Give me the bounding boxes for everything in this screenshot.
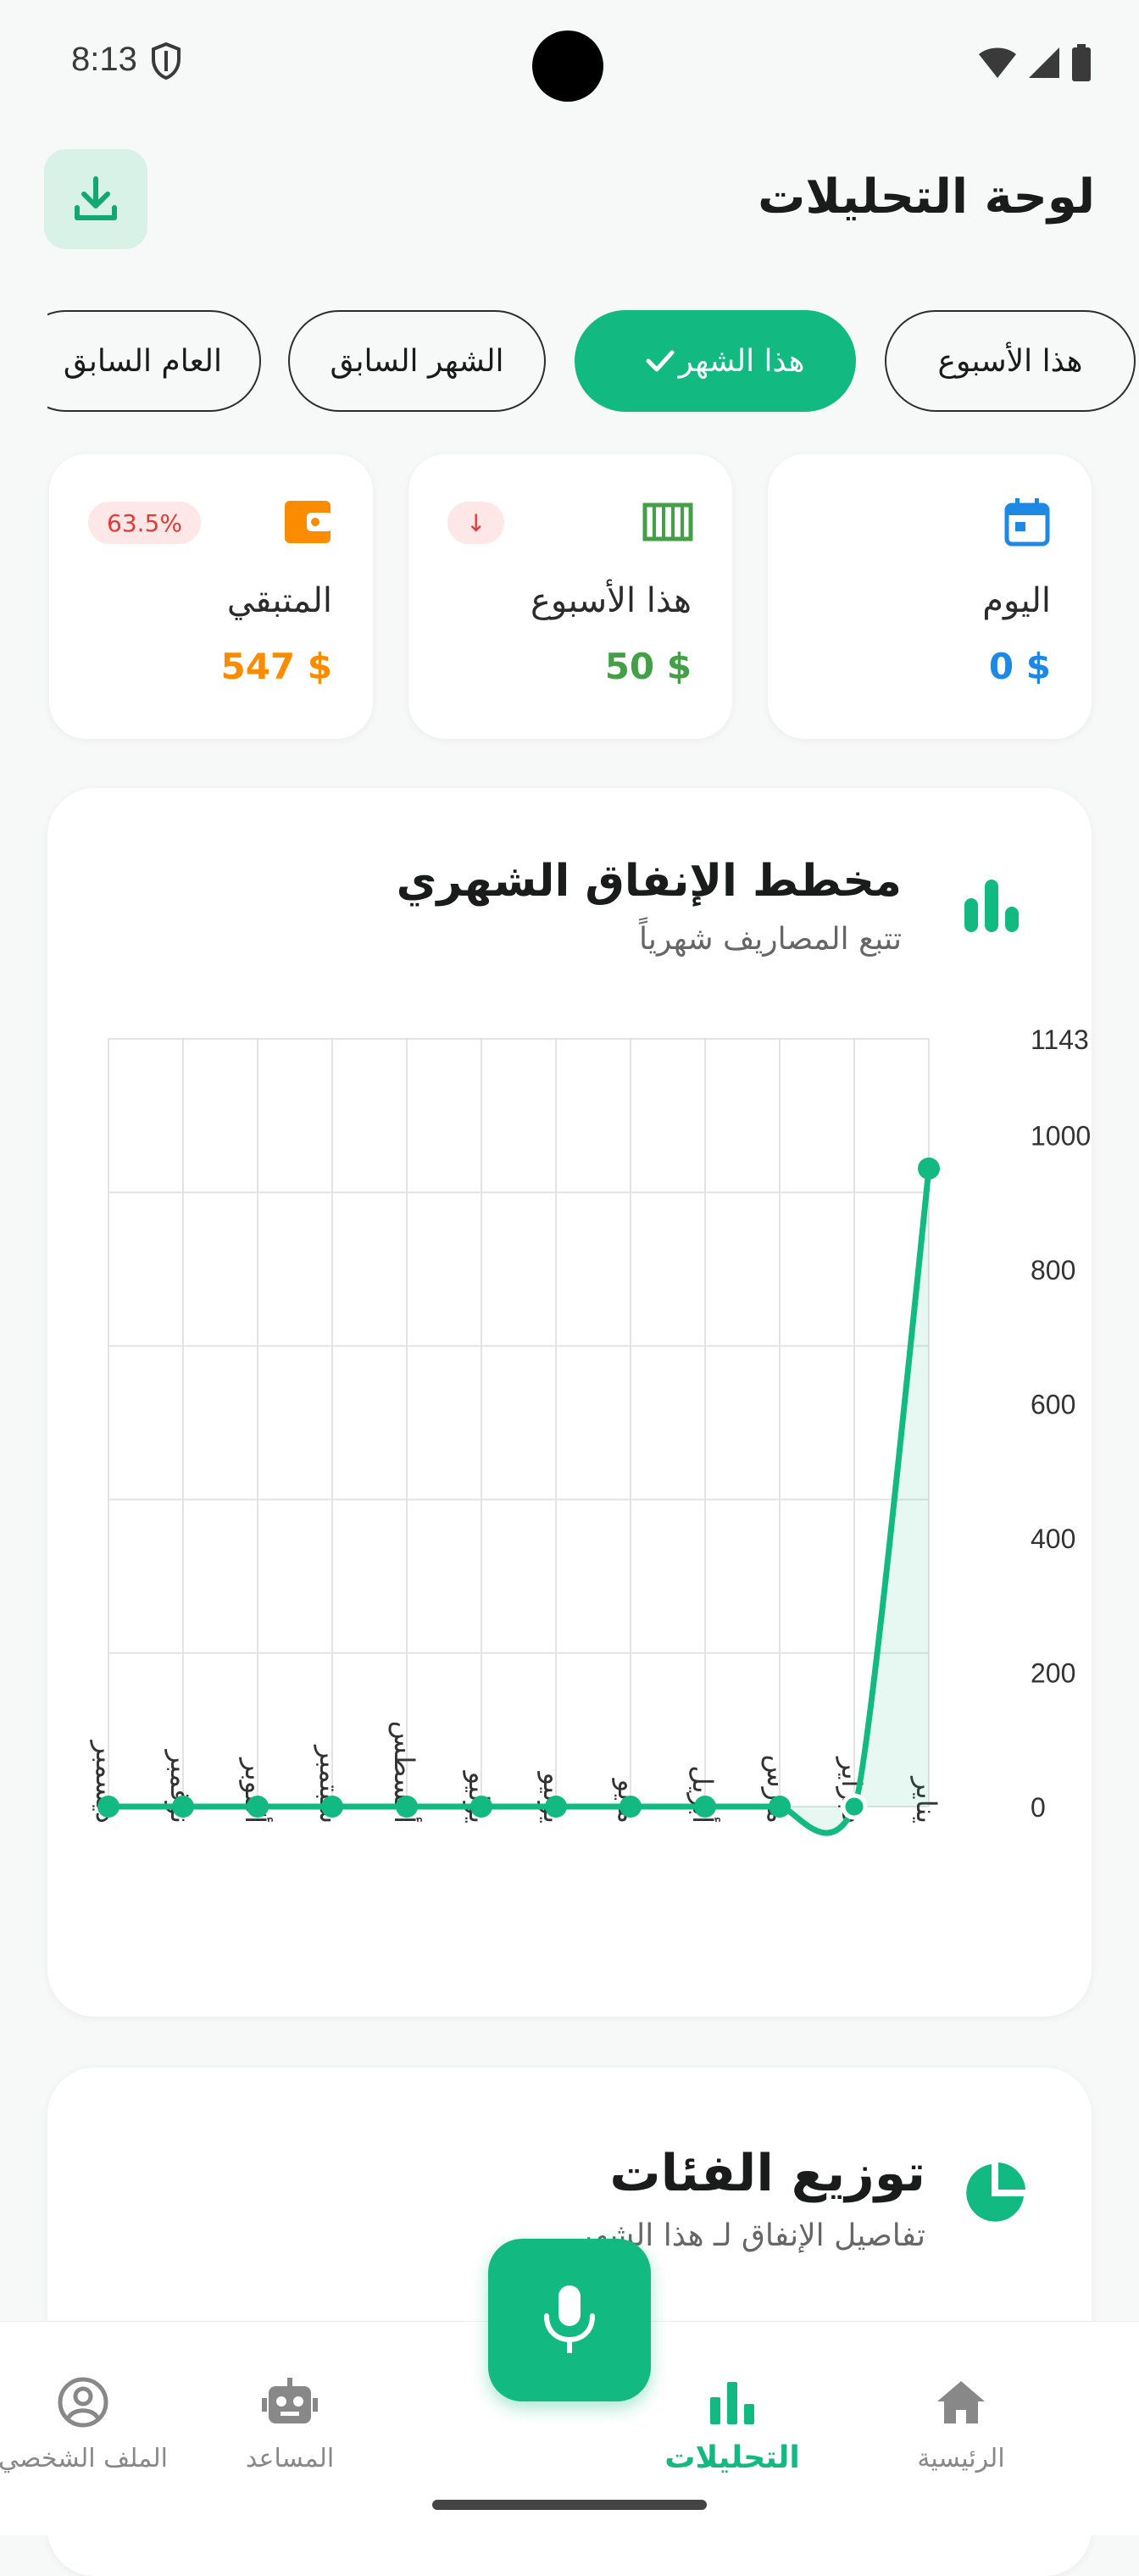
stat-card-today: اليوم 0 $ bbox=[768, 454, 1092, 739]
stat-value: 547 $ bbox=[220, 646, 332, 687]
home-icon bbox=[937, 2381, 985, 2423]
status-time: 8:13 bbox=[71, 41, 137, 78]
stat-label: اليوم bbox=[982, 581, 1051, 620]
nav-analytics[interactable]: التحليلات bbox=[622, 2373, 842, 2475]
y-tick-label: 600 bbox=[1031, 1389, 1075, 1419]
trend-badge: ↓ bbox=[447, 502, 505, 544]
period-filter-bar: هذا الأسبوع هذا الشهر الشهر السابق العام… bbox=[47, 310, 1139, 415]
status-bar: 8:13 bbox=[0, 0, 1139, 127]
y-tick-label: 200 bbox=[1031, 1657, 1075, 1688]
data-point bbox=[97, 1796, 119, 1818]
data-point bbox=[769, 1796, 791, 1818]
nav-label: الرئيسية bbox=[917, 2444, 1005, 2473]
profile-icon bbox=[58, 2377, 108, 2428]
week-grid-icon bbox=[642, 497, 693, 547]
series-line bbox=[108, 1168, 932, 1836]
filter-last-year[interactable]: العام السابق bbox=[47, 310, 261, 412]
y-tick-label: 1000 bbox=[1031, 1120, 1091, 1151]
categories-title: توزيع الفئات bbox=[609, 2144, 925, 2203]
nav-home[interactable]: الرئيسية bbox=[851, 2373, 1071, 2473]
voice-input-button[interactable] bbox=[488, 2239, 651, 2401]
analytics-icon bbox=[710, 2382, 754, 2424]
nav-label: التحليلات bbox=[664, 2440, 800, 2475]
spending-line-chart: 020040060080010001143ينايرفبرايرمارسأبري… bbox=[90, 1024, 1091, 1836]
battery-icon bbox=[1072, 44, 1091, 81]
stat-card-week: ↓ هذا الأسبوع 50 $ bbox=[408, 454, 732, 739]
robot-icon bbox=[262, 2378, 318, 2423]
filter-this-week[interactable]: هذا الأسبوع bbox=[885, 310, 1136, 412]
series-area bbox=[108, 1168, 929, 1834]
filter-last-month[interactable]: الشهر السابق bbox=[288, 310, 546, 412]
data-point bbox=[172, 1796, 194, 1818]
data-point bbox=[321, 1796, 343, 1818]
nav-assistant[interactable]: المساعد bbox=[180, 2373, 400, 2473]
calendar-icon bbox=[1002, 497, 1053, 547]
filter-label: هذا الشهر bbox=[678, 343, 805, 379]
stat-value: 50 $ bbox=[604, 646, 692, 687]
wifi-icon bbox=[979, 47, 1016, 78]
data-point bbox=[545, 1796, 567, 1818]
data-point bbox=[620, 1796, 642, 1818]
monthly-spending-chart-card: مخطط الإنفاق الشهري تتبع المصاريف شهرياً… bbox=[47, 788, 1092, 2017]
home-indicator bbox=[432, 2500, 707, 2510]
stat-label: هذا الأسبوع bbox=[531, 581, 692, 620]
filter-this-month[interactable]: هذا الشهر bbox=[575, 310, 856, 412]
filter-label: الشهر السابق bbox=[330, 343, 504, 379]
y-tick-label: 0 bbox=[1031, 1792, 1046, 1823]
percent-badge: 63.5% bbox=[88, 502, 201, 544]
data-point bbox=[396, 1796, 418, 1818]
filter-label: هذا الأسبوع bbox=[937, 343, 1083, 379]
bar-chart-icon bbox=[964, 880, 1019, 932]
shield-icon bbox=[152, 42, 181, 80]
chart-title: مخطط الإنفاق الشهري bbox=[396, 856, 902, 907]
check-icon bbox=[646, 350, 675, 372]
y-tick-label: 800 bbox=[1031, 1255, 1075, 1285]
download-icon bbox=[75, 176, 117, 220]
camera-cutout bbox=[532, 31, 603, 102]
y-tick-label: 1143 bbox=[1031, 1024, 1089, 1055]
download-button[interactable] bbox=[44, 149, 147, 249]
data-point bbox=[694, 1796, 716, 1818]
signal-icon bbox=[1029, 47, 1059, 78]
nav-label: الملف الشخصي bbox=[0, 2444, 168, 2473]
stat-label: المتبقي bbox=[226, 581, 332, 620]
data-point bbox=[841, 1793, 868, 1820]
x-tick-label: يناير bbox=[910, 1775, 942, 1824]
data-point bbox=[918, 1157, 940, 1180]
wallet-icon bbox=[283, 497, 334, 547]
filter-label: العام السابق bbox=[63, 343, 222, 379]
chart-subtitle: تتبع المصاريف شهرياً bbox=[638, 922, 902, 957]
microphone-icon bbox=[544, 2285, 595, 2353]
pie-chart-icon bbox=[966, 2162, 1025, 2222]
page-title: لوحة التحليلات bbox=[758, 169, 1095, 225]
nav-label: المساعد bbox=[245, 2444, 335, 2473]
data-point bbox=[247, 1796, 269, 1818]
stat-card-remaining: 63.5% المتبقي 547 $ bbox=[49, 454, 373, 739]
stat-value: 0 $ bbox=[988, 646, 1051, 687]
y-tick-label: 400 bbox=[1031, 1524, 1075, 1554]
nav-profile[interactable]: الملف الشخصي bbox=[0, 2373, 176, 2473]
data-point bbox=[470, 1796, 492, 1818]
